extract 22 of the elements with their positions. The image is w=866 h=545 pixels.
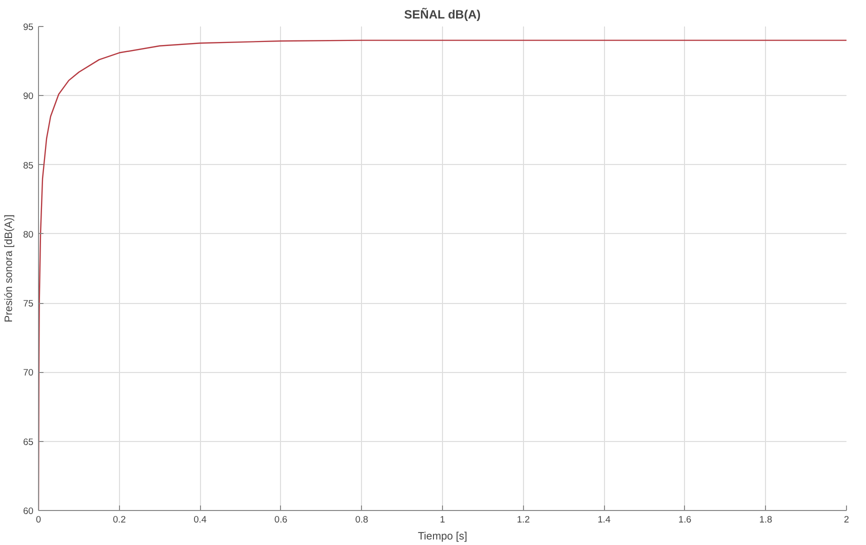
y-tick-label: 80: [23, 229, 34, 240]
chart-title: SEÑAL dB(A): [404, 8, 481, 22]
y-axis-title: Presión sonora [dB(A)]: [3, 214, 16, 322]
y-tick-label: 65: [23, 436, 34, 447]
x-tick-label: 2: [844, 514, 850, 524]
x-tick-label: 1.4: [598, 514, 611, 524]
x-axis-title: Tiempo [s]: [418, 530, 468, 542]
y-tick-label: 85: [23, 160, 34, 170]
y-tick-label: 75: [23, 298, 34, 309]
y-tick-label: 90: [23, 91, 34, 102]
x-tick-label: 0.2: [112, 514, 126, 524]
y-tick-label: 70: [23, 368, 34, 378]
x-tick-label: 1.6: [678, 514, 692, 524]
x-tick-label: 1.8: [759, 514, 772, 524]
x-tick-label: 0.6: [274, 514, 288, 524]
y-tick-label: 95: [23, 22, 34, 32]
x-tick-label: 0: [36, 514, 42, 524]
x-tick-label: 1: [440, 514, 446, 524]
y-tick-label: 60: [23, 506, 34, 516]
x-tick-label: 1.2: [516, 514, 530, 524]
x-tick-label: 0.8: [355, 514, 368, 524]
x-tick-label: 0.4: [194, 514, 207, 524]
